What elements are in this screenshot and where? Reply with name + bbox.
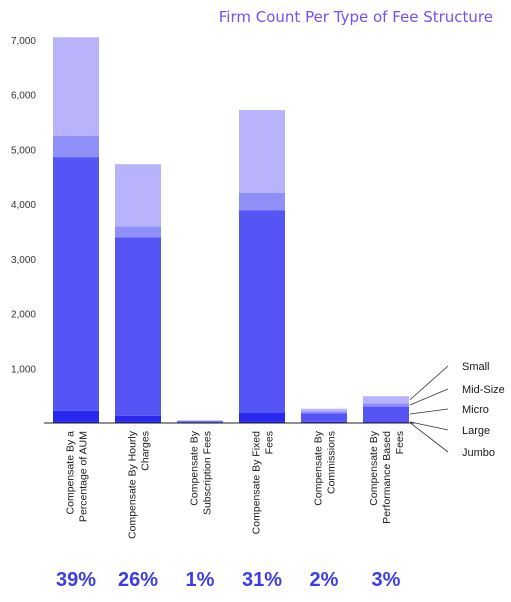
bar-segment-mid-size bbox=[239, 192, 285, 211]
bar-segment-mid-size bbox=[301, 411, 347, 414]
bar-segment-small bbox=[53, 37, 99, 136]
share-percentage: 2% bbox=[310, 569, 339, 591]
category-label-line: Performance Based bbox=[381, 431, 393, 524]
bar-segment-jumbo bbox=[115, 421, 161, 423]
share-percentage: 3% bbox=[372, 569, 401, 591]
legend-label-small: Small bbox=[462, 361, 490, 373]
bar-segment-small bbox=[115, 164, 161, 227]
x-axis-labels: Compensate By a Percentage of AUM Compensa… bbox=[65, 430, 407, 539]
share-percentage: 1% bbox=[186, 569, 215, 591]
y-tick-label: 5,000 bbox=[11, 145, 36, 156]
share-percentage: 31% bbox=[242, 569, 282, 591]
legend-label-mid-size: Mid-Size bbox=[462, 384, 505, 396]
legend: Small Mid-Size Micro Large Jumbo bbox=[409, 361, 505, 459]
y-axis: 1,000 2,000 3,000 4,000 5,000 6,000 7,000 bbox=[11, 36, 36, 375]
bar-segment-large bbox=[301, 421, 347, 423]
bar-segment-small bbox=[301, 408, 347, 412]
category-label: Compensate By Commissions bbox=[313, 430, 338, 505]
y-tick-label: 3,000 bbox=[11, 255, 36, 266]
bar-segment-jumbo bbox=[53, 421, 99, 423]
legend-label-micro: Micro bbox=[462, 404, 489, 416]
category-label: Compensate By a Percentage of AUM bbox=[65, 431, 90, 522]
legend-leader-line bbox=[409, 365, 449, 401]
y-tick-label: 2,000 bbox=[11, 310, 36, 321]
category-label: Compensate By Subscription Fees bbox=[189, 430, 214, 515]
legend-leader-line bbox=[409, 388, 449, 406]
chart-title: Firm Count Per Type of Fee Structure bbox=[219, 8, 493, 26]
bar-segment-mid-size bbox=[177, 420, 223, 422]
category-label-line: Commissions bbox=[326, 431, 338, 494]
y-tick-label: 4,000 bbox=[11, 200, 36, 211]
y-tick-label: 6,000 bbox=[11, 91, 36, 102]
bar-segment-large bbox=[363, 421, 409, 423]
category-label-line: Subscription Fees bbox=[202, 431, 214, 515]
bar-segment-micro bbox=[53, 157, 99, 411]
category-label-line: Compensate By bbox=[313, 430, 325, 505]
bar-segment-micro bbox=[177, 421, 223, 423]
category-label: Compensate By Fixed Fees bbox=[251, 431, 276, 534]
category-label: Compensate By Performance Based Fees bbox=[368, 430, 406, 524]
legend-leader-line bbox=[409, 408, 449, 415]
category-label-line: Fees bbox=[394, 431, 406, 454]
legend-leader-line bbox=[409, 421, 449, 431]
bar-segment-micro bbox=[115, 237, 161, 416]
category-label-line: Fees bbox=[264, 431, 276, 454]
share-labels: 39% 26% 1% 31% 2% 3% bbox=[56, 569, 401, 591]
category-label-line: Compensate By a bbox=[65, 431, 77, 515]
bar-segment-large bbox=[53, 410, 99, 422]
bar-segment-micro bbox=[239, 210, 285, 413]
category-label-line: Charges bbox=[140, 431, 152, 471]
bar-segment-small bbox=[239, 110, 285, 193]
share-percentage: 39% bbox=[56, 569, 96, 591]
bar-segment-jumbo bbox=[239, 421, 285, 423]
legend-label-large: Large bbox=[462, 425, 490, 437]
category-label: Compensate By Hourly Charges bbox=[127, 430, 152, 539]
bar-segment-large bbox=[115, 415, 161, 422]
legend-label-jumbo: Jumbo bbox=[462, 447, 495, 459]
y-tick-label: 7,000 bbox=[11, 36, 36, 47]
share-percentage: 26% bbox=[118, 569, 158, 591]
bar-segment-micro bbox=[363, 406, 409, 422]
bar-segment-mid-size bbox=[53, 135, 99, 158]
bar-segment-mid-size bbox=[363, 403, 409, 407]
bar-segment-micro bbox=[301, 413, 347, 422]
category-label-line: Compensate By bbox=[368, 430, 380, 505]
legend-leader-line bbox=[409, 422, 449, 453]
bar-segment-small bbox=[363, 396, 409, 404]
bar-segment-large bbox=[239, 412, 285, 422]
category-label-line: Compensate By Fixed bbox=[251, 431, 263, 534]
bar-segment-mid-size bbox=[115, 226, 161, 238]
category-label-line: Compensate By bbox=[189, 430, 201, 505]
bars bbox=[53, 37, 409, 424]
category-label-line: Compensate By Hourly bbox=[127, 430, 139, 539]
bar-segment-small bbox=[177, 420, 223, 422]
category-label-line: Percentage of AUM bbox=[78, 431, 90, 522]
y-tick-label: 1,000 bbox=[11, 364, 36, 375]
